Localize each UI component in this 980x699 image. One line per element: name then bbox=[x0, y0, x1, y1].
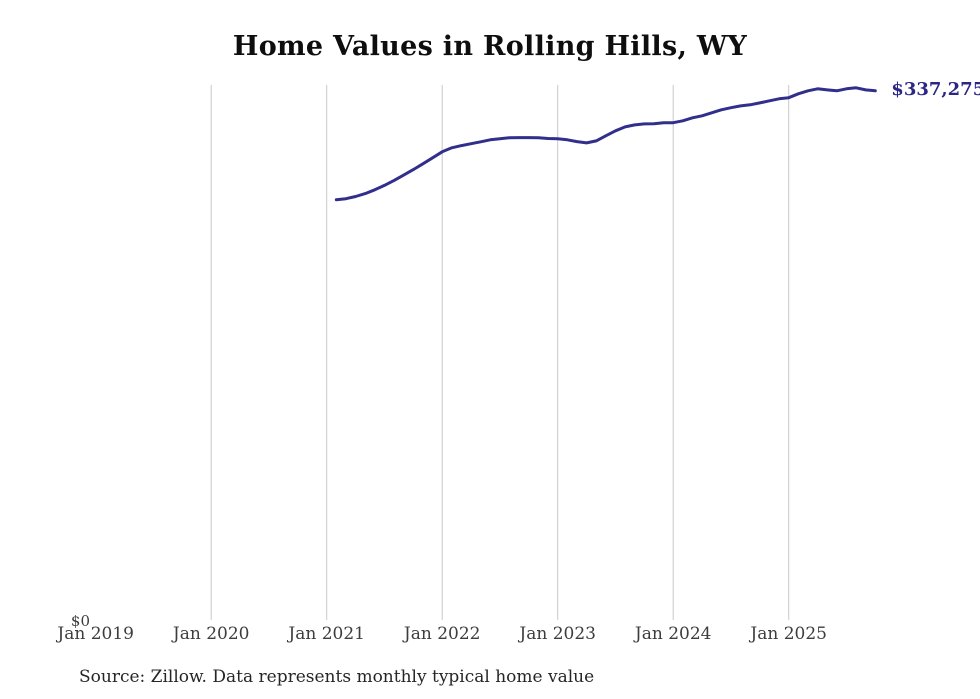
vertical-gridlines bbox=[210, 85, 790, 620]
x-tick-label: Jan 2022 bbox=[403, 624, 481, 644]
x-tick-label: Jan 2025 bbox=[750, 624, 827, 644]
chart-title: Home Values in Rolling Hills, WY bbox=[232, 31, 748, 62]
x-tick-label: Jan 2021 bbox=[288, 624, 365, 644]
x-tick-label: Jan 2024 bbox=[634, 624, 712, 644]
end-value-label: $337,275 bbox=[891, 78, 980, 100]
home-value-line bbox=[334, 86, 877, 202]
x-tick-label: Jan 2023 bbox=[519, 624, 596, 644]
x-tick-label: Jan 2020 bbox=[172, 624, 250, 644]
source-note: Source: Zillow. Data represents monthly … bbox=[79, 667, 595, 687]
y-axis-zero-label: $0 bbox=[70, 612, 90, 630]
x-tick-label: Jan 2019 bbox=[57, 624, 134, 644]
